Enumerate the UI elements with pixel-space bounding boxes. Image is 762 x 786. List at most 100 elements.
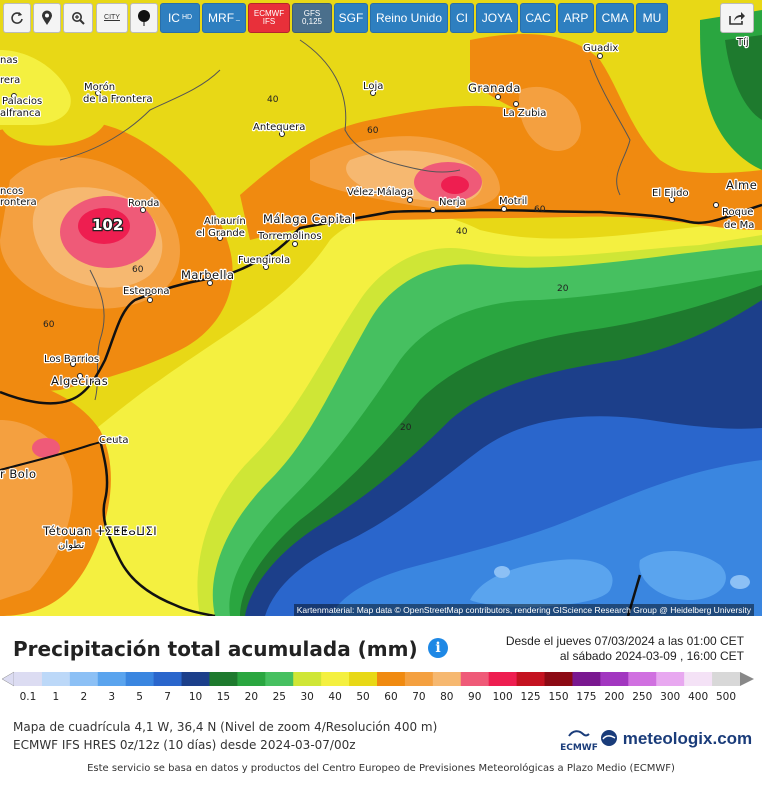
legend-swatch: [460, 672, 490, 686]
legend-swatch: [432, 672, 462, 686]
ic-sub: HD: [181, 14, 193, 22]
gfs-label: GFS 0,125: [301, 8, 323, 26]
meteologix-logo-icon: [601, 730, 617, 746]
info-icon[interactable]: i: [428, 638, 448, 658]
legend-swatch: [181, 672, 210, 686]
place-label: alfranca: [0, 108, 41, 119]
isoline-label: 40: [456, 227, 468, 237]
legend-tick-label: 0.1: [20, 691, 37, 703]
place-label: Granada: [468, 81, 521, 95]
place-label: تطوان: [58, 540, 84, 551]
field-2-3: [470, 559, 613, 607]
legend-arrow-left: [1, 671, 15, 687]
mu-button[interactable]: MU: [636, 3, 668, 33]
field-1-2: [494, 566, 510, 578]
legend-tick-label: 400: [688, 691, 708, 703]
place-label: Algeciras: [51, 374, 108, 388]
legend-tick-label: 60: [384, 691, 397, 703]
ic-hd-button[interactable]: IC HD: [160, 3, 200, 33]
precipitation-map[interactable]: Guadix nas rera Morón de la Frontera Pal…: [0, 0, 762, 616]
legend-swatch: [404, 672, 434, 686]
toolbar: CITY IC HD MRF _ ECMWF IFS GFS 0,125 SGF R…: [0, 0, 762, 36]
place-label: de Ma: [724, 220, 754, 231]
legend-scale: 0.1 1 2 3 5 7 10 15 20 25 30 40 50 60 70 80 90 100 125 150 1…: [1, 671, 754, 703]
place-label: Morón: [84, 81, 115, 93]
legend-swatch: [488, 672, 518, 686]
place-label: rontera: [0, 197, 37, 208]
legend-tick-label: 10: [189, 691, 202, 703]
legend-tick-label: 200: [604, 691, 624, 703]
place-label: Alhaurín: [204, 215, 246, 227]
morocco-coast-east: [626, 574, 642, 616]
share-button[interactable]: [720, 3, 754, 33]
mrf-button[interactable]: MRF _: [202, 3, 246, 33]
place-label: Marbella: [181, 268, 235, 282]
legend-swatch: [153, 672, 183, 686]
legend-tick-label: 50: [356, 691, 369, 703]
place-label: r Bolo: [0, 467, 37, 481]
arp-button[interactable]: ARP: [558, 3, 594, 33]
field-60-70-north: [470, 34, 762, 202]
field-2-3b: [639, 550, 726, 600]
color-legend: 0.1 1 2 3 5 7 10 15 20 25 30 40 50 60 70 80 90 100 125 150 1…: [0, 668, 762, 704]
place-label: Estepona: [123, 286, 170, 297]
legend-swatch: [237, 672, 266, 686]
place-label: Tétouan ⵜⵉⵟⵟⴰⵡⵉⵏ: [42, 524, 157, 538]
place-label: Nerja: [439, 197, 466, 208]
isoline-label: 40: [267, 95, 279, 105]
cac-button[interactable]: CAC: [520, 3, 556, 33]
place-label: Palacios: [2, 96, 42, 107]
legend-swatch: [544, 672, 573, 686]
legend-tick-label: 7: [164, 691, 171, 703]
joya-button[interactable]: JOYA: [476, 3, 518, 33]
reino-unido-button[interactable]: Reino Unido: [370, 3, 448, 33]
place-label: Tíj: [736, 36, 749, 48]
place-label: Ceuta: [99, 435, 129, 446]
place-label: Loja: [363, 81, 383, 92]
ecmwf-ifs-button[interactable]: ECMWF IFS: [248, 3, 290, 33]
ci-button[interactable]: CI: [450, 3, 474, 33]
legend-tick-label: 90: [468, 691, 481, 703]
legend-swatch: [349, 672, 378, 686]
legend-tick-label: 150: [548, 691, 568, 703]
legend-swatch: [628, 672, 657, 686]
field-100-125-west: [78, 208, 130, 244]
grid-info: Mapa de cuadrícula 4,1 W, 36,4 N (Nivel …: [13, 720, 438, 734]
ceuta-border: [0, 437, 116, 471]
place-label: Roque: [722, 207, 753, 218]
zoom-icon: [72, 12, 85, 25]
field-60-70-coast: [240, 105, 762, 240]
legend-tick-label: 500: [716, 691, 736, 703]
city-button[interactable]: CITY: [96, 3, 128, 33]
african-coastline: [98, 439, 216, 616]
sgf-button[interactable]: SGF: [334, 3, 368, 33]
zoom-button[interactable]: [63, 3, 93, 33]
legend-swatch: [209, 672, 238, 686]
place-label: Torremolinos: [257, 231, 322, 242]
legend-tick-label: 300: [660, 691, 680, 703]
gfs-button[interactable]: GFS 0,125: [292, 3, 332, 33]
legend-swatch: [125, 672, 155, 686]
isoline-label: 20: [557, 284, 569, 294]
field-100-125: [441, 176, 469, 194]
legend-tick-label: 20: [245, 691, 258, 703]
map-metadata: Mapa de cuadrícula 4,1 W, 36,4 N (Nivel …: [13, 718, 437, 754]
place-label: El Ejido: [652, 188, 689, 199]
field-10-15-ne: [725, 35, 762, 120]
period-start: Desde el jueves 07/03/2024 a las 01:00 C…: [505, 634, 744, 648]
page-title: Precipitación total acumulada (mm): [13, 637, 418, 661]
legend-arrow-right: [740, 672, 754, 686]
legend-swatch: [377, 672, 406, 686]
ecmwf-label: ECMWF: [560, 743, 598, 753]
location-button[interactable]: [33, 3, 61, 33]
refresh-button[interactable]: [3, 3, 31, 33]
legend-swatch: [600, 672, 629, 686]
isoline-label: 60: [43, 320, 55, 330]
place-labels: Guadix nas rera Morón de la Frontera Pal…: [0, 35, 758, 552]
meteologix-brand[interactable]: meteologix.com: [600, 729, 752, 749]
balloon-button[interactable]: [130, 3, 158, 33]
cma-button[interactable]: CMA: [596, 3, 634, 33]
legend-tick-label: 40: [328, 691, 341, 703]
legend-tick-label: 1: [53, 691, 60, 703]
isoline-label: 60: [534, 205, 546, 215]
